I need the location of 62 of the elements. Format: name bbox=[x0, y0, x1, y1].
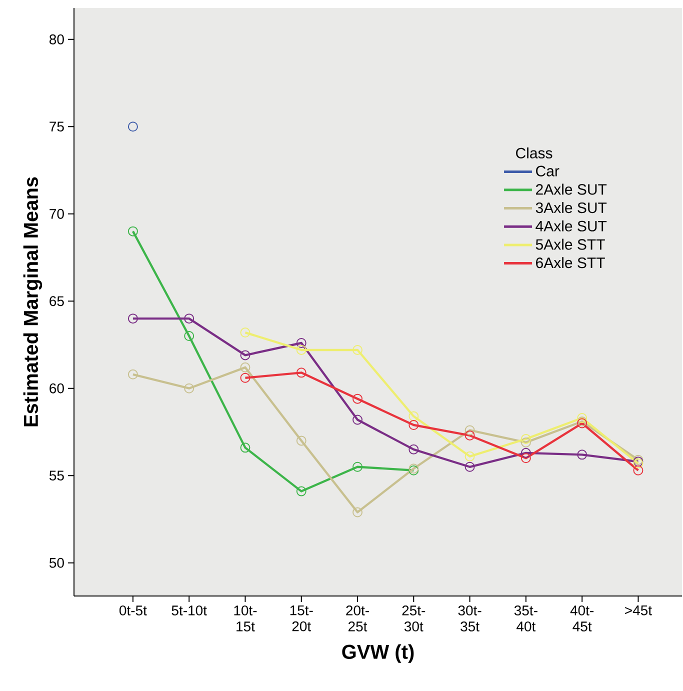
point bbox=[577, 450, 588, 460]
point bbox=[240, 328, 250, 338]
point bbox=[465, 451, 476, 462]
point bbox=[352, 344, 363, 355]
point bbox=[296, 344, 307, 355]
point bbox=[521, 437, 532, 448]
point bbox=[465, 462, 476, 472]
y-axis-title: Estimated Marginal Means bbox=[24, 177, 42, 426]
point bbox=[352, 414, 363, 425]
point bbox=[128, 369, 138, 380]
point bbox=[352, 394, 363, 404]
x-tick-label: 10t-15t bbox=[234, 606, 257, 632]
x-tick-label: >45t bbox=[625, 606, 652, 616]
y-tick-label: 55 bbox=[50, 470, 64, 480]
y-tick-label: 60 bbox=[50, 383, 64, 394]
y-tick-label: 65 bbox=[50, 296, 64, 306]
legend-label: 2Axle SUT bbox=[536, 184, 607, 195]
point bbox=[240, 372, 250, 383]
point bbox=[128, 226, 138, 236]
x-tick-label: 5t-10t bbox=[172, 606, 208, 616]
point bbox=[408, 420, 419, 430]
point bbox=[240, 350, 250, 360]
point bbox=[465, 425, 476, 436]
legend-label: 4Axle SUT bbox=[536, 220, 607, 232]
point bbox=[465, 430, 476, 440]
point bbox=[408, 444, 419, 454]
x-tick-label: 40t-45t bbox=[570, 606, 594, 632]
point bbox=[184, 331, 194, 342]
legend-label: 6Axle STT bbox=[536, 257, 606, 268]
x-tick-label: 20t-25t bbox=[346, 606, 370, 632]
point bbox=[240, 362, 250, 372]
legend-label: 5Axle STT bbox=[536, 238, 606, 250]
y-tick-label: 70 bbox=[50, 208, 64, 219]
x-tick-label: 25t-30t bbox=[402, 606, 426, 632]
legend-title: Class bbox=[516, 147, 552, 158]
point bbox=[577, 413, 588, 424]
point bbox=[184, 314, 194, 324]
y-tick-label: 50 bbox=[50, 558, 64, 568]
point bbox=[521, 434, 532, 444]
point bbox=[296, 436, 307, 446]
point bbox=[633, 465, 644, 476]
legend-label: Car bbox=[536, 166, 560, 176]
x-tick-label: 30t-35t bbox=[458, 606, 482, 632]
point bbox=[408, 411, 419, 422]
x-tick-label: 0t-5t bbox=[120, 606, 148, 616]
x-tick-label: 15t-20t bbox=[290, 606, 314, 632]
point bbox=[352, 507, 363, 518]
point bbox=[240, 442, 250, 453]
y-tick-label: 80 bbox=[50, 34, 64, 44]
y-tick-label: 75 bbox=[50, 122, 64, 132]
x-axis-title: GVW (t) bbox=[342, 644, 414, 663]
point bbox=[521, 448, 532, 458]
legend-label: 3Axle SUT bbox=[536, 202, 607, 214]
point bbox=[296, 338, 307, 348]
x-tick-label: 35t-40t bbox=[514, 606, 538, 632]
point bbox=[521, 453, 532, 464]
point bbox=[128, 314, 138, 324]
point bbox=[296, 486, 307, 496]
point bbox=[296, 368, 307, 378]
point bbox=[352, 462, 363, 472]
point bbox=[184, 383, 194, 394]
point bbox=[128, 122, 138, 132]
